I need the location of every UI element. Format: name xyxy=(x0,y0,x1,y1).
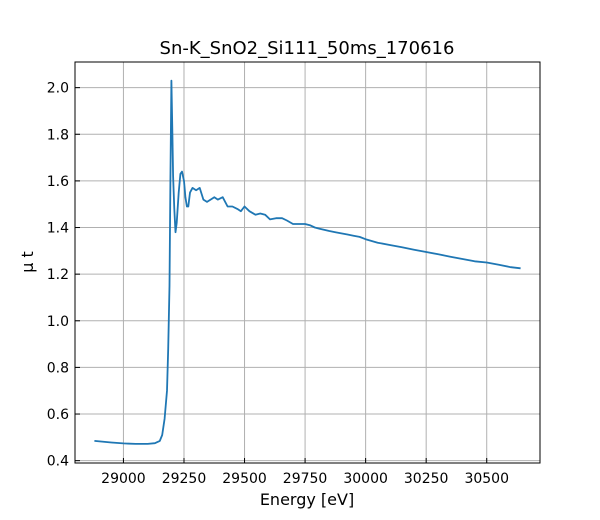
y-tick-label: 1.4 xyxy=(47,221,69,237)
x-tick-label: 29500 xyxy=(222,471,267,487)
x-tick-label: 29750 xyxy=(283,471,328,487)
y-ticks: 0.4 0.6 0.8 1.0 1.2 1.4 1.6 1.8 2.0 xyxy=(47,81,80,470)
grid xyxy=(75,62,540,463)
y-tick-label: 1.2 xyxy=(47,267,69,283)
x-tick-label: 30250 xyxy=(404,471,449,487)
series-line xyxy=(94,79,521,445)
y-tick-label: 2.0 xyxy=(47,81,69,97)
x-tick-label: 29250 xyxy=(162,471,207,487)
y-tick-label: 1.0 xyxy=(47,314,69,330)
y-tick-label: 1.8 xyxy=(47,127,69,143)
y-tick-label: 0.6 xyxy=(47,407,69,423)
series-group xyxy=(94,79,521,445)
x-tick-label: 29000 xyxy=(101,471,146,487)
x-axis-title: Energy [eV] xyxy=(260,490,354,509)
y-tick-label: 1.6 xyxy=(47,174,69,190)
y-axis-title: μ t xyxy=(18,251,37,273)
x-tick-label: 30500 xyxy=(464,471,509,487)
x-tick-label: 30000 xyxy=(343,471,388,487)
plot-frame xyxy=(74,61,541,464)
x-ticks: 29000 29250 29500 29750 30000 30250 30500 xyxy=(101,458,509,487)
chart-title: Sn-K_SnO2_Si111_50ms_170616 xyxy=(160,38,455,59)
y-tick-label: 0.8 xyxy=(47,360,69,376)
y-tick-label: 0.4 xyxy=(47,454,69,470)
